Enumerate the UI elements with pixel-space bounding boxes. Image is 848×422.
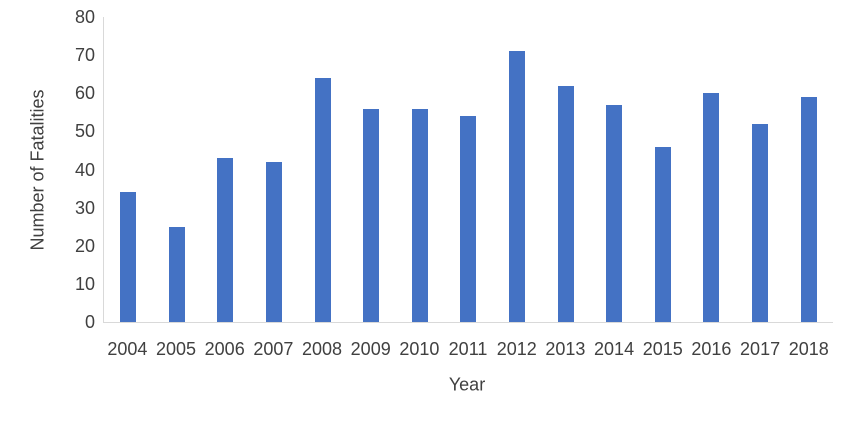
bar-2017	[752, 123, 769, 322]
x-axis-tick-labels: 2004 2005 2006 2007 2008 2009 2010 2011 2012 2013…	[103, 339, 833, 359]
x-tick-label: 2010	[399, 339, 440, 359]
bar-2013	[557, 85, 574, 322]
bar-2011	[460, 116, 477, 322]
bar-2008	[314, 78, 331, 322]
bar-slot-2018	[784, 17, 833, 322]
y-tick-label: 60	[74, 83, 95, 104]
bar-slot-2015	[639, 17, 688, 322]
bar-slot-2004	[104, 17, 153, 322]
bar-2004	[120, 192, 137, 322]
x-tick-label: 2015	[642, 339, 683, 359]
x-tick-label: 2012	[496, 339, 537, 359]
bar-2010	[411, 108, 428, 322]
y-tick-label: 40	[74, 159, 95, 180]
x-tick-label: 2008	[302, 339, 343, 359]
bar-slot-2013	[541, 17, 590, 322]
y-tick-label: 50	[74, 121, 95, 142]
x-tick-label: 2007	[253, 339, 294, 359]
x-tick-label: 2017	[740, 339, 781, 359]
bar-slot-2006	[201, 17, 250, 322]
y-tick-label: 80	[74, 7, 95, 27]
bar-slot-2005	[153, 17, 202, 322]
bar-slot-2017	[736, 17, 785, 322]
x-tick-label: 2014	[594, 339, 635, 359]
bar-slot-2014	[590, 17, 639, 322]
bar-2012	[509, 51, 526, 322]
x-tick-label: 2018	[788, 339, 829, 359]
bars-container	[104, 17, 833, 322]
bar-slot-2016	[687, 17, 736, 322]
x-tick-label: 2016	[691, 339, 732, 359]
x-tick-label: 2009	[350, 339, 391, 359]
bar-2009	[363, 108, 380, 322]
bar-slot-2009	[347, 17, 396, 322]
y-tick-label: 70	[74, 45, 95, 66]
bar-2014	[606, 104, 623, 322]
bar-slot-2012	[493, 17, 542, 322]
plot-area	[103, 17, 833, 323]
y-tick-label: 30	[74, 197, 95, 218]
bar-slot-2011	[444, 17, 493, 322]
bar-2005	[168, 226, 185, 322]
x-tick-label: 2004	[107, 339, 148, 359]
bar-slot-2010	[396, 17, 445, 322]
y-axis-tick-labels: 0 10 20 30 40 50 60 70 80	[55, 0, 95, 422]
y-tick-label: 20	[74, 235, 95, 256]
x-tick-label: 2006	[204, 339, 245, 359]
x-tick-label: 2011	[448, 339, 488, 359]
bar-2016	[703, 93, 720, 322]
bar-slot-2007	[250, 17, 299, 322]
bar-2018	[800, 97, 817, 322]
y-axis-title: Number of Fatalities	[27, 89, 48, 251]
y-tick-label: 10	[74, 273, 95, 294]
bar-2015	[654, 146, 671, 322]
bar-slot-2008	[298, 17, 347, 322]
bar-2007	[266, 161, 283, 322]
x-axis-title: Year	[448, 374, 486, 395]
x-tick-label: 2005	[155, 339, 197, 359]
y-tick-label: 0	[84, 312, 95, 332]
bar-2006	[217, 158, 234, 322]
x-tick-label: 2013	[545, 339, 586, 359]
